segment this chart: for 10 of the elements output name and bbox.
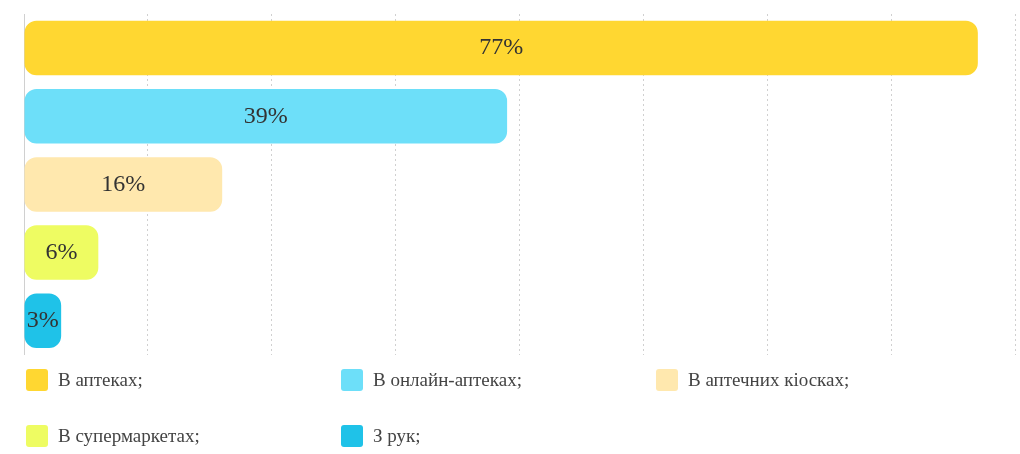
data-label: 39%: [243, 101, 288, 128]
legend-label: В аптеках;: [58, 369, 143, 391]
legend-label: В аптечних кіосках;: [688, 369, 850, 391]
legend-label: З рук;: [373, 425, 421, 447]
legend-label: В супермаркетах;: [58, 425, 200, 447]
legend-label: В онлайн-аптеках;: [373, 369, 522, 391]
data-label: 77%: [479, 33, 524, 60]
data-label: 16%: [101, 169, 146, 196]
data-label: 6%: [45, 237, 78, 264]
data-label: 3%: [26, 306, 59, 333]
